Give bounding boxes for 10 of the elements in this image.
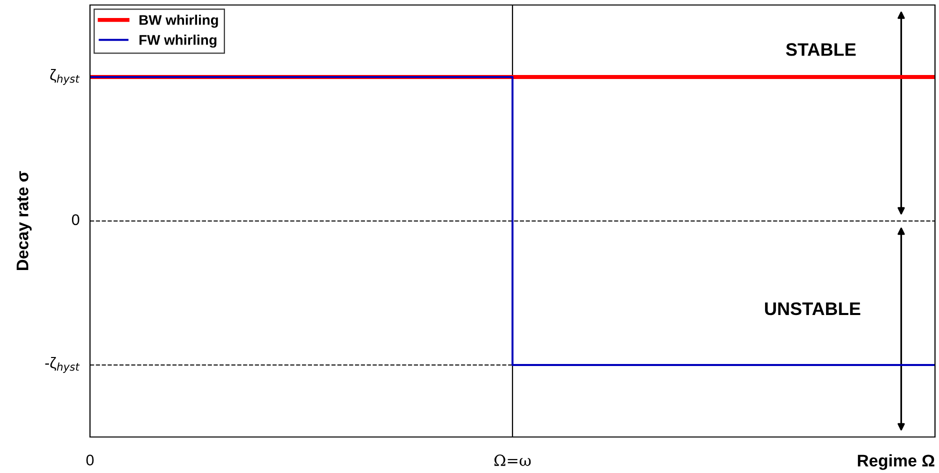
ref-line-label: -ζ$_{hyst}$ [45,357,80,373]
annotation: UNSTABLE [765,302,860,316]
legend-label: FW whirling [140,34,216,48]
y-axis-title: Decay rate σ [16,171,32,270]
x-axis-title: Regime Ω [858,454,934,470]
x-tick-label: Ω=ω [494,454,531,466]
text: ζ$_{hyst}$ [50,69,80,85]
legend-label: BW whirling [140,14,218,28]
text: STABLE [786,43,856,56]
ref-line-label: 0 [72,214,80,226]
